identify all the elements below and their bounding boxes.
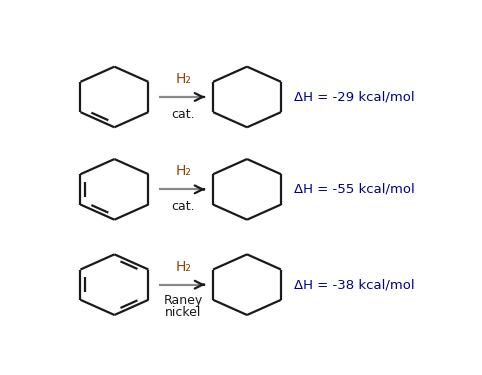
Text: cat.: cat.	[172, 200, 195, 213]
Text: H₂: H₂	[175, 164, 191, 178]
Text: ΔH = -55 kcal/mol: ΔH = -55 kcal/mol	[294, 183, 415, 196]
Text: nickel: nickel	[165, 306, 201, 320]
Text: H₂: H₂	[175, 260, 191, 274]
Text: Raney: Raney	[164, 294, 203, 307]
Text: ΔH = -29 kcal/mol: ΔH = -29 kcal/mol	[294, 90, 415, 104]
Text: cat.: cat.	[172, 108, 195, 121]
Text: H₂: H₂	[175, 72, 191, 86]
Text: ΔH = -38 kcal/mol: ΔH = -38 kcal/mol	[294, 278, 415, 291]
